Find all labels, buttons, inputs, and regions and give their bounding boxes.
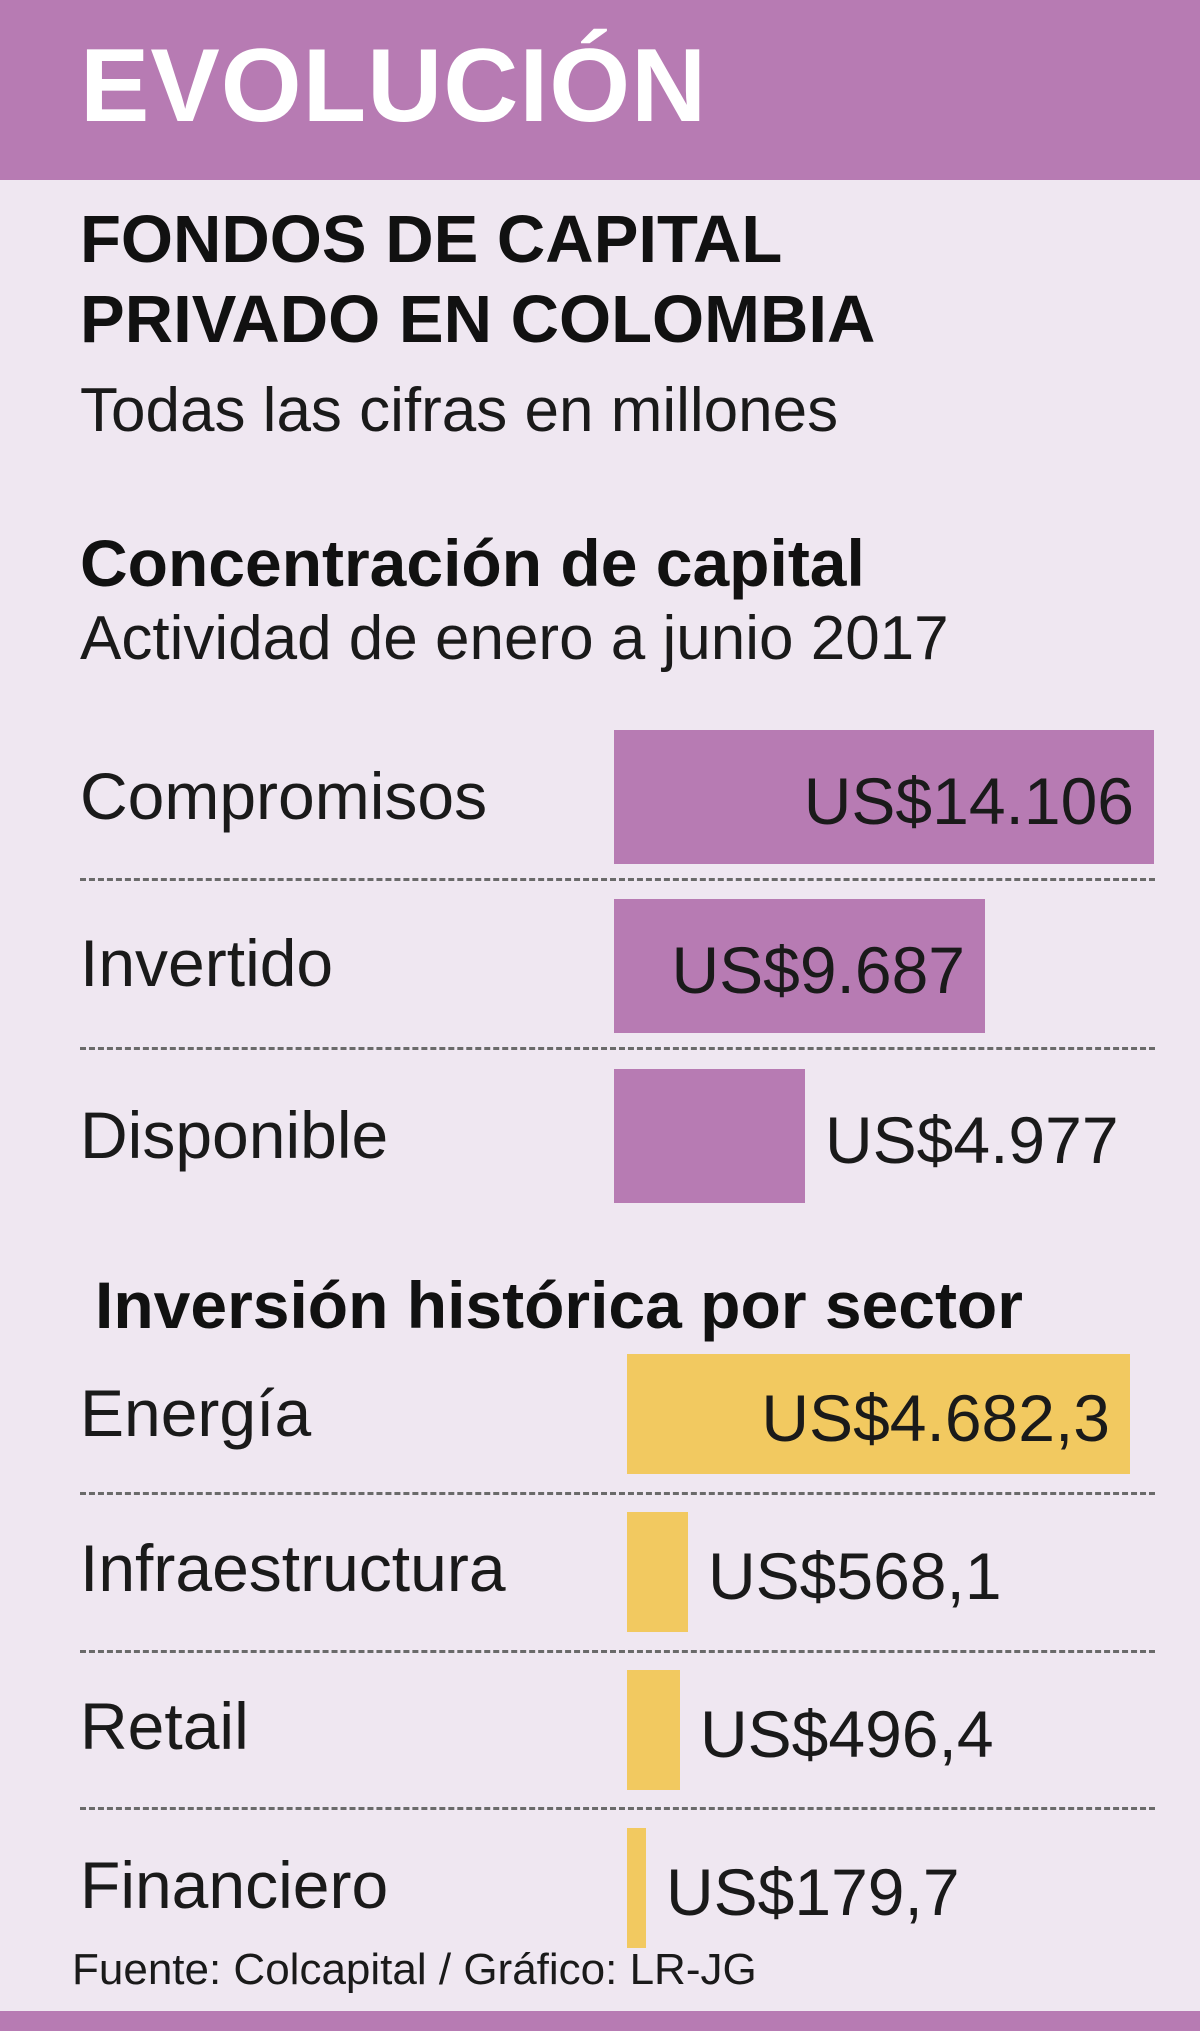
divider	[80, 1492, 1155, 1495]
header-banner: EVOLUCIÓN	[0, 0, 1200, 180]
chart2-category-label: Retail	[80, 1689, 249, 1763]
chart2-value-label: US$496,4	[700, 1697, 994, 1771]
chart2-title: Inversión histórica por sector	[95, 1268, 1023, 1342]
divider	[80, 1047, 1155, 1050]
divider	[80, 1650, 1155, 1653]
page-subtitle: Todas las cifras en millones	[80, 376, 839, 445]
chart1-bar-disponible	[614, 1069, 805, 1203]
chart1-title: Concentración de capital	[80, 526, 865, 600]
chart2-bar-retail	[627, 1670, 680, 1790]
chart1-bar-invertido	[614, 899, 985, 1033]
divider	[80, 878, 1155, 881]
chart2-value-label: US$179,7	[666, 1855, 960, 1929]
divider	[80, 1807, 1155, 1810]
chart2-category-label: Infraestructura	[80, 1531, 506, 1605]
chart2-category-label: Financiero	[80, 1848, 389, 1922]
footer-bar	[0, 2011, 1200, 2031]
chart1-category-label: Invertido	[80, 926, 334, 1000]
chart2-category-label: Energía	[80, 1376, 312, 1450]
chart1-value-label: US$9.687	[671, 933, 965, 1007]
chart2-value-label: US$568,1	[708, 1539, 1002, 1613]
chart2-bar-infraestructura	[627, 1512, 688, 1632]
chart1-category-label: Disponible	[80, 1098, 389, 1172]
chart2-bar-energia	[627, 1354, 1130, 1474]
chart2-bar-financiero	[627, 1828, 646, 1948]
title-line-1: FONDOS DE CAPITAL	[80, 202, 783, 277]
chart1-value-label: US$14.106	[803, 764, 1134, 838]
source-credit: Fuente: Colcapital / Gráfico: LR-JG	[72, 1945, 757, 1994]
chart1-subtitle: Actividad de enero a junio 2017	[80, 604, 949, 673]
page-title: FONDOS DE CAPITAL PRIVADO EN COLOMBIA	[80, 200, 875, 360]
chart1-value-label: US$4.977	[825, 1103, 1119, 1177]
chart2-value-label: US$4.682,3	[761, 1381, 1110, 1455]
banner-title: EVOLUCIÓN	[80, 28, 708, 144]
chart1-category-label: Compromisos	[80, 759, 488, 833]
title-line-2: PRIVADO EN COLOMBIA	[80, 282, 876, 357]
chart1-bar-compromisos	[614, 730, 1154, 864]
